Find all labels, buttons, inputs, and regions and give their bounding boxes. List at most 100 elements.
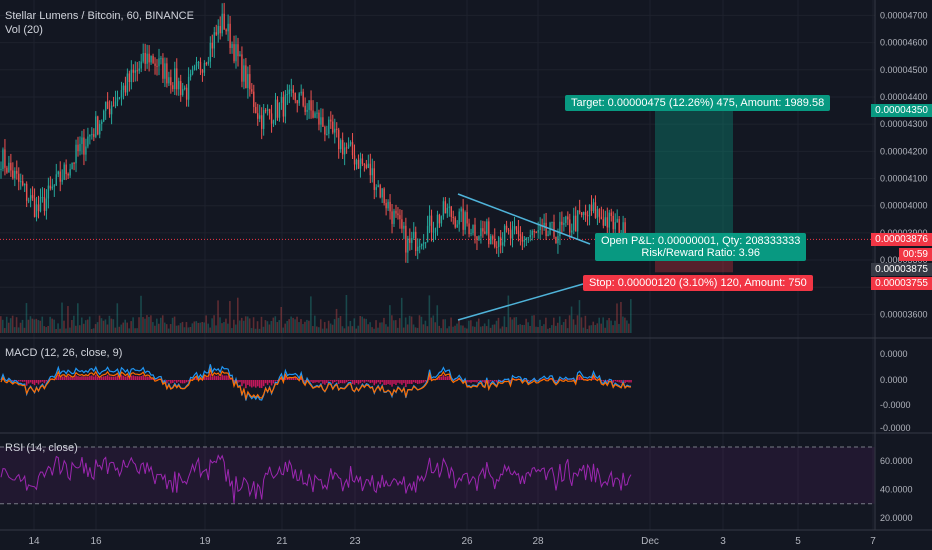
volume-bar (254, 328, 257, 333)
candle-body (464, 212, 466, 230)
volume-bar (280, 306, 283, 333)
candle-body (474, 224, 476, 237)
macd-histogram-bar (339, 380, 342, 384)
volume-bar (227, 323, 229, 333)
macd-histogram-bar (367, 380, 370, 382)
candle-body (312, 110, 314, 118)
target-label[interactable]: Target: 0.00000475 (12.26%) 475, Amount:… (565, 95, 831, 111)
macd-histogram-bar (27, 380, 30, 384)
pnl-box[interactable]: Open P&L: 0.00000001, Qty: 208333333 Ris… (595, 233, 807, 261)
volume-bar (211, 318, 213, 333)
macd-histogram-bar (223, 375, 225, 380)
volume-bar (458, 318, 460, 333)
volume-bar (278, 320, 281, 333)
candle-body (233, 44, 235, 62)
macd-histogram-bar (138, 376, 141, 380)
candle-body (314, 113, 316, 118)
volume-bar (45, 327, 48, 333)
macd-histogram-bar (395, 380, 397, 385)
macd-histogram-bar (172, 380, 174, 383)
volume-bar (286, 321, 288, 333)
macd-histogram-bar (379, 380, 381, 385)
macd-histogram-bar (484, 380, 486, 383)
macd-histogram-bar (87, 376, 89, 380)
macd-histogram-bar (369, 380, 372, 384)
volume-bar (298, 322, 300, 333)
macd-histogram-bar (31, 380, 34, 384)
candle-body (561, 221, 563, 225)
volume-bar (17, 327, 20, 333)
volume-bar (189, 326, 192, 333)
volume-bar (80, 317, 83, 333)
volume-bar (393, 320, 395, 333)
volume-bar (132, 317, 134, 333)
macd-histogram-bar (330, 380, 332, 382)
macd-histogram-bar (314, 380, 316, 383)
candle-body (245, 65, 247, 89)
candle-body (247, 74, 249, 89)
candle-body (527, 237, 530, 239)
volume-bar (300, 319, 302, 333)
candle-body (112, 105, 115, 107)
volume-bar (213, 315, 215, 333)
macd-histogram-bar (499, 380, 502, 381)
volume-bar (598, 317, 601, 333)
volume-bar (475, 321, 478, 333)
macd-histogram-bar (108, 376, 111, 380)
macd-histogram-bar (181, 380, 184, 384)
volume-bar (165, 324, 168, 333)
candle-body (278, 102, 281, 118)
volume-bar (412, 324, 415, 333)
volume-bar (341, 326, 344, 333)
candle-body (334, 128, 336, 133)
volume-bar (144, 318, 146, 333)
macd-histogram-bar (79, 376, 81, 380)
price-axis-label: 0.00003900 (880, 228, 928, 238)
volume-bar (292, 317, 294, 333)
volume-bar (525, 318, 527, 333)
candle-body (195, 62, 198, 67)
volume-bar (604, 327, 606, 333)
volume-bar (630, 299, 632, 333)
macd-histogram-bar (256, 380, 259, 387)
macd-histogram-bar (77, 376, 79, 380)
candle-body (472, 224, 474, 234)
macd-histogram-bar (308, 380, 310, 381)
candle-body (440, 216, 443, 224)
candle-body (197, 61, 200, 63)
candle-body (444, 201, 447, 214)
volume-bar (325, 328, 328, 333)
macd-histogram-bar (472, 380, 474, 382)
macd-histogram-bar (454, 379, 457, 380)
volume-bar (65, 328, 67, 333)
stop-label[interactable]: Stop: 0.00000120 (3.10%) 120, Amount: 75… (583, 275, 813, 291)
candle-body (102, 110, 105, 122)
volume-bar (375, 320, 377, 333)
volume-bar (274, 316, 277, 333)
volume-bar (264, 320, 267, 333)
volume-bar (501, 326, 504, 333)
macd-histogram-bar (205, 377, 208, 380)
price-axis-label: 0.00004100 (880, 174, 928, 184)
candle-body (347, 144, 350, 148)
macd-histogram-bar (328, 380, 330, 381)
candle-body (150, 55, 152, 63)
volume-bar (383, 317, 385, 333)
macd-histogram-bar (55, 377, 58, 380)
macd-axis-label: -0.0000 (880, 423, 911, 433)
candle-body (369, 163, 372, 176)
macd-histogram-bar (130, 375, 133, 380)
date-label: 23 (349, 536, 361, 547)
candle-body (20, 181, 22, 183)
macd-histogram-bar (122, 375, 125, 380)
macd-histogram-bar (489, 380, 492, 382)
macd-histogram-bar (45, 380, 48, 382)
macd-histogram-bar (96, 376, 99, 380)
volume-bar (312, 326, 314, 333)
macd-histogram-bar (304, 380, 306, 382)
candle-body (612, 215, 614, 230)
volume-bar (452, 326, 454, 333)
volume-bar (321, 328, 324, 333)
volume-bar (112, 319, 115, 333)
